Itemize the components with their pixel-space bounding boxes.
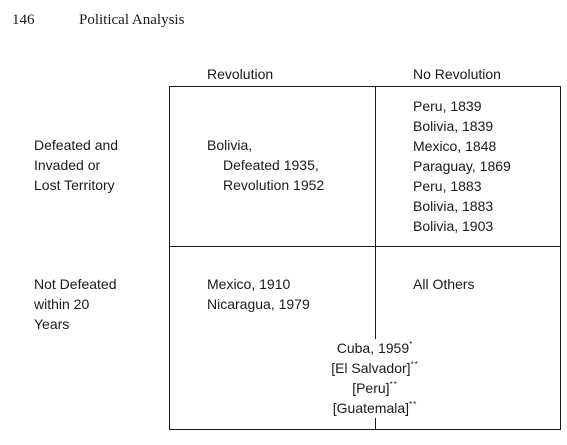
cell-line: Bolivia, 1839 xyxy=(413,118,494,134)
boundary-case: [Peru]** xyxy=(352,380,398,396)
row-header-line: Years xyxy=(34,316,70,332)
running-title: Political Analysis xyxy=(79,12,185,28)
row-header-line: within 20 xyxy=(34,296,90,312)
row-header-line: Not Defeated xyxy=(34,276,117,292)
grid-bottom-border xyxy=(169,429,561,430)
col-header-revolution: Revolution xyxy=(207,66,274,82)
cell-line: All Others xyxy=(413,276,475,292)
cell-line: Mexico, 1910 xyxy=(207,276,291,292)
boundary-case: [El Salvador]** xyxy=(331,360,419,376)
grid-left-border xyxy=(169,86,170,430)
grid-top-border xyxy=(169,86,560,87)
cell-line: Revolution 1952 xyxy=(223,177,325,193)
grid-vertical-divider-lower xyxy=(375,418,376,430)
cell-line: Peru, 1839 xyxy=(413,98,482,114)
cell-not-defeated-revolution: Mexico, 1910 Nicaragua, 1979 xyxy=(207,274,310,314)
cell-line: Peru, 1883 xyxy=(413,178,482,194)
cell-line: Paraguay, 1869 xyxy=(413,158,511,174)
grid-vertical-divider-upper xyxy=(375,86,376,339)
cell-line: Defeated 1935, xyxy=(223,157,319,173)
grid-horizontal-divider xyxy=(169,246,560,247)
grid-right-border xyxy=(560,86,561,430)
row-header-line: Lost Territory xyxy=(34,177,115,193)
row-header-line: Defeated and xyxy=(34,137,119,153)
row-header-defeated: Defeated and Invaded or Lost Territory xyxy=(34,135,118,195)
col-header-no-revolution: No Revolution xyxy=(413,66,501,82)
boundary-case: Cuba, 1959* xyxy=(336,340,414,356)
row-header-not-defeated: Not Defeated within 20 Years xyxy=(34,274,117,334)
cell-line: Mexico, 1848 xyxy=(413,138,497,154)
cell-line: Bolivia, xyxy=(207,137,253,153)
cell-not-defeated-no-revolution: All Others xyxy=(413,274,474,294)
cell-line: Bolivia, 1883 xyxy=(413,198,494,214)
cell-defeated-revolution: Bolivia, Defeated 1935, Revolution 1952 xyxy=(207,135,324,195)
cell-defeated-no-revolution: Peru, 1839 Bolivia, 1839 Mexico, 1848 Pa… xyxy=(413,96,511,236)
row-header-line: Invaded or xyxy=(34,157,101,173)
boundary-case: [Guatemala]** xyxy=(332,400,418,416)
cell-line: Bolivia, 1903 xyxy=(413,218,494,234)
page-number: 146 xyxy=(12,12,35,28)
boundary-cases: Cuba, 1959* [El Salvador]** [Peru]** [Gu… xyxy=(295,338,455,418)
cell-line: Nicaragua, 1979 xyxy=(207,296,310,312)
